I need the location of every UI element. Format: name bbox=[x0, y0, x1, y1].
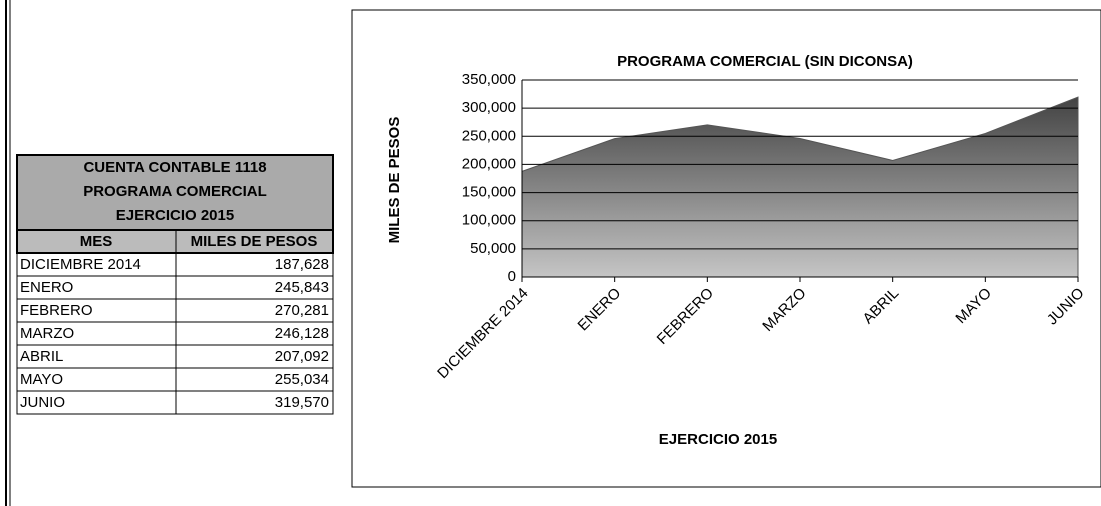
x-tick-label: JUNIO bbox=[1044, 285, 1088, 329]
table-cell: DICIEMBRE 2014 bbox=[20, 256, 141, 273]
y-axis-label: MILES DE PESOS bbox=[386, 117, 403, 244]
table-header: MILES DE PESOS bbox=[191, 233, 318, 250]
table-cell: 245,843 bbox=[275, 279, 329, 296]
table-cell: 187,628 bbox=[275, 256, 329, 273]
y-tick-label: 50,000 bbox=[470, 240, 516, 257]
table-cell: 319,570 bbox=[275, 394, 329, 411]
x-tick-label: ABRIL bbox=[860, 285, 903, 328]
y-tick-label: 200,000 bbox=[462, 155, 516, 172]
table-title: EJERCICIO 2015 bbox=[116, 207, 234, 224]
table-cell: 255,034 bbox=[275, 371, 329, 388]
y-tick-label: 150,000 bbox=[462, 184, 516, 201]
y-tick-label: 250,000 bbox=[462, 127, 516, 144]
table-cell: JUNIO bbox=[20, 394, 65, 411]
table-cell: MARZO bbox=[20, 325, 74, 342]
x-tick-label: DICIEMBRE 2014 bbox=[434, 285, 532, 383]
x-tick-label: MAYO bbox=[952, 285, 994, 327]
table-cell: ENERO bbox=[20, 279, 73, 296]
y-tick-label: 100,000 bbox=[462, 212, 516, 229]
x-tick-label: ENERO bbox=[575, 285, 625, 335]
table-cell: 207,092 bbox=[275, 348, 329, 365]
y-tick-label: 0 bbox=[508, 268, 516, 285]
chart-title: PROGRAMA COMERCIAL (SIN DICONSA) bbox=[617, 53, 913, 70]
area bbox=[521, 96, 1079, 278]
table-title: CUENTA CONTABLE 1118 bbox=[83, 159, 266, 176]
chart-frame bbox=[351, 9, 1101, 488]
table-title-bg bbox=[16, 154, 334, 231]
x-axis-label: EJERCICIO 2015 bbox=[659, 431, 777, 448]
x-tick-label: MARZO bbox=[759, 285, 809, 335]
y-tick-label: 300,000 bbox=[462, 99, 516, 116]
table-cell: 246,128 bbox=[275, 325, 329, 342]
table-title: PROGRAMA COMERCIAL bbox=[83, 183, 267, 200]
table-cell: ABRIL bbox=[20, 348, 63, 365]
y-tick-label: 350,000 bbox=[462, 71, 516, 88]
x-tick-label: FEBRERO bbox=[654, 285, 717, 348]
table-cell: 270,281 bbox=[275, 302, 329, 319]
table-cell: FEBRERO bbox=[20, 302, 93, 319]
table-header: MES bbox=[80, 233, 113, 250]
table-cell: MAYO bbox=[20, 371, 63, 388]
table-row bbox=[16, 390, 334, 415]
